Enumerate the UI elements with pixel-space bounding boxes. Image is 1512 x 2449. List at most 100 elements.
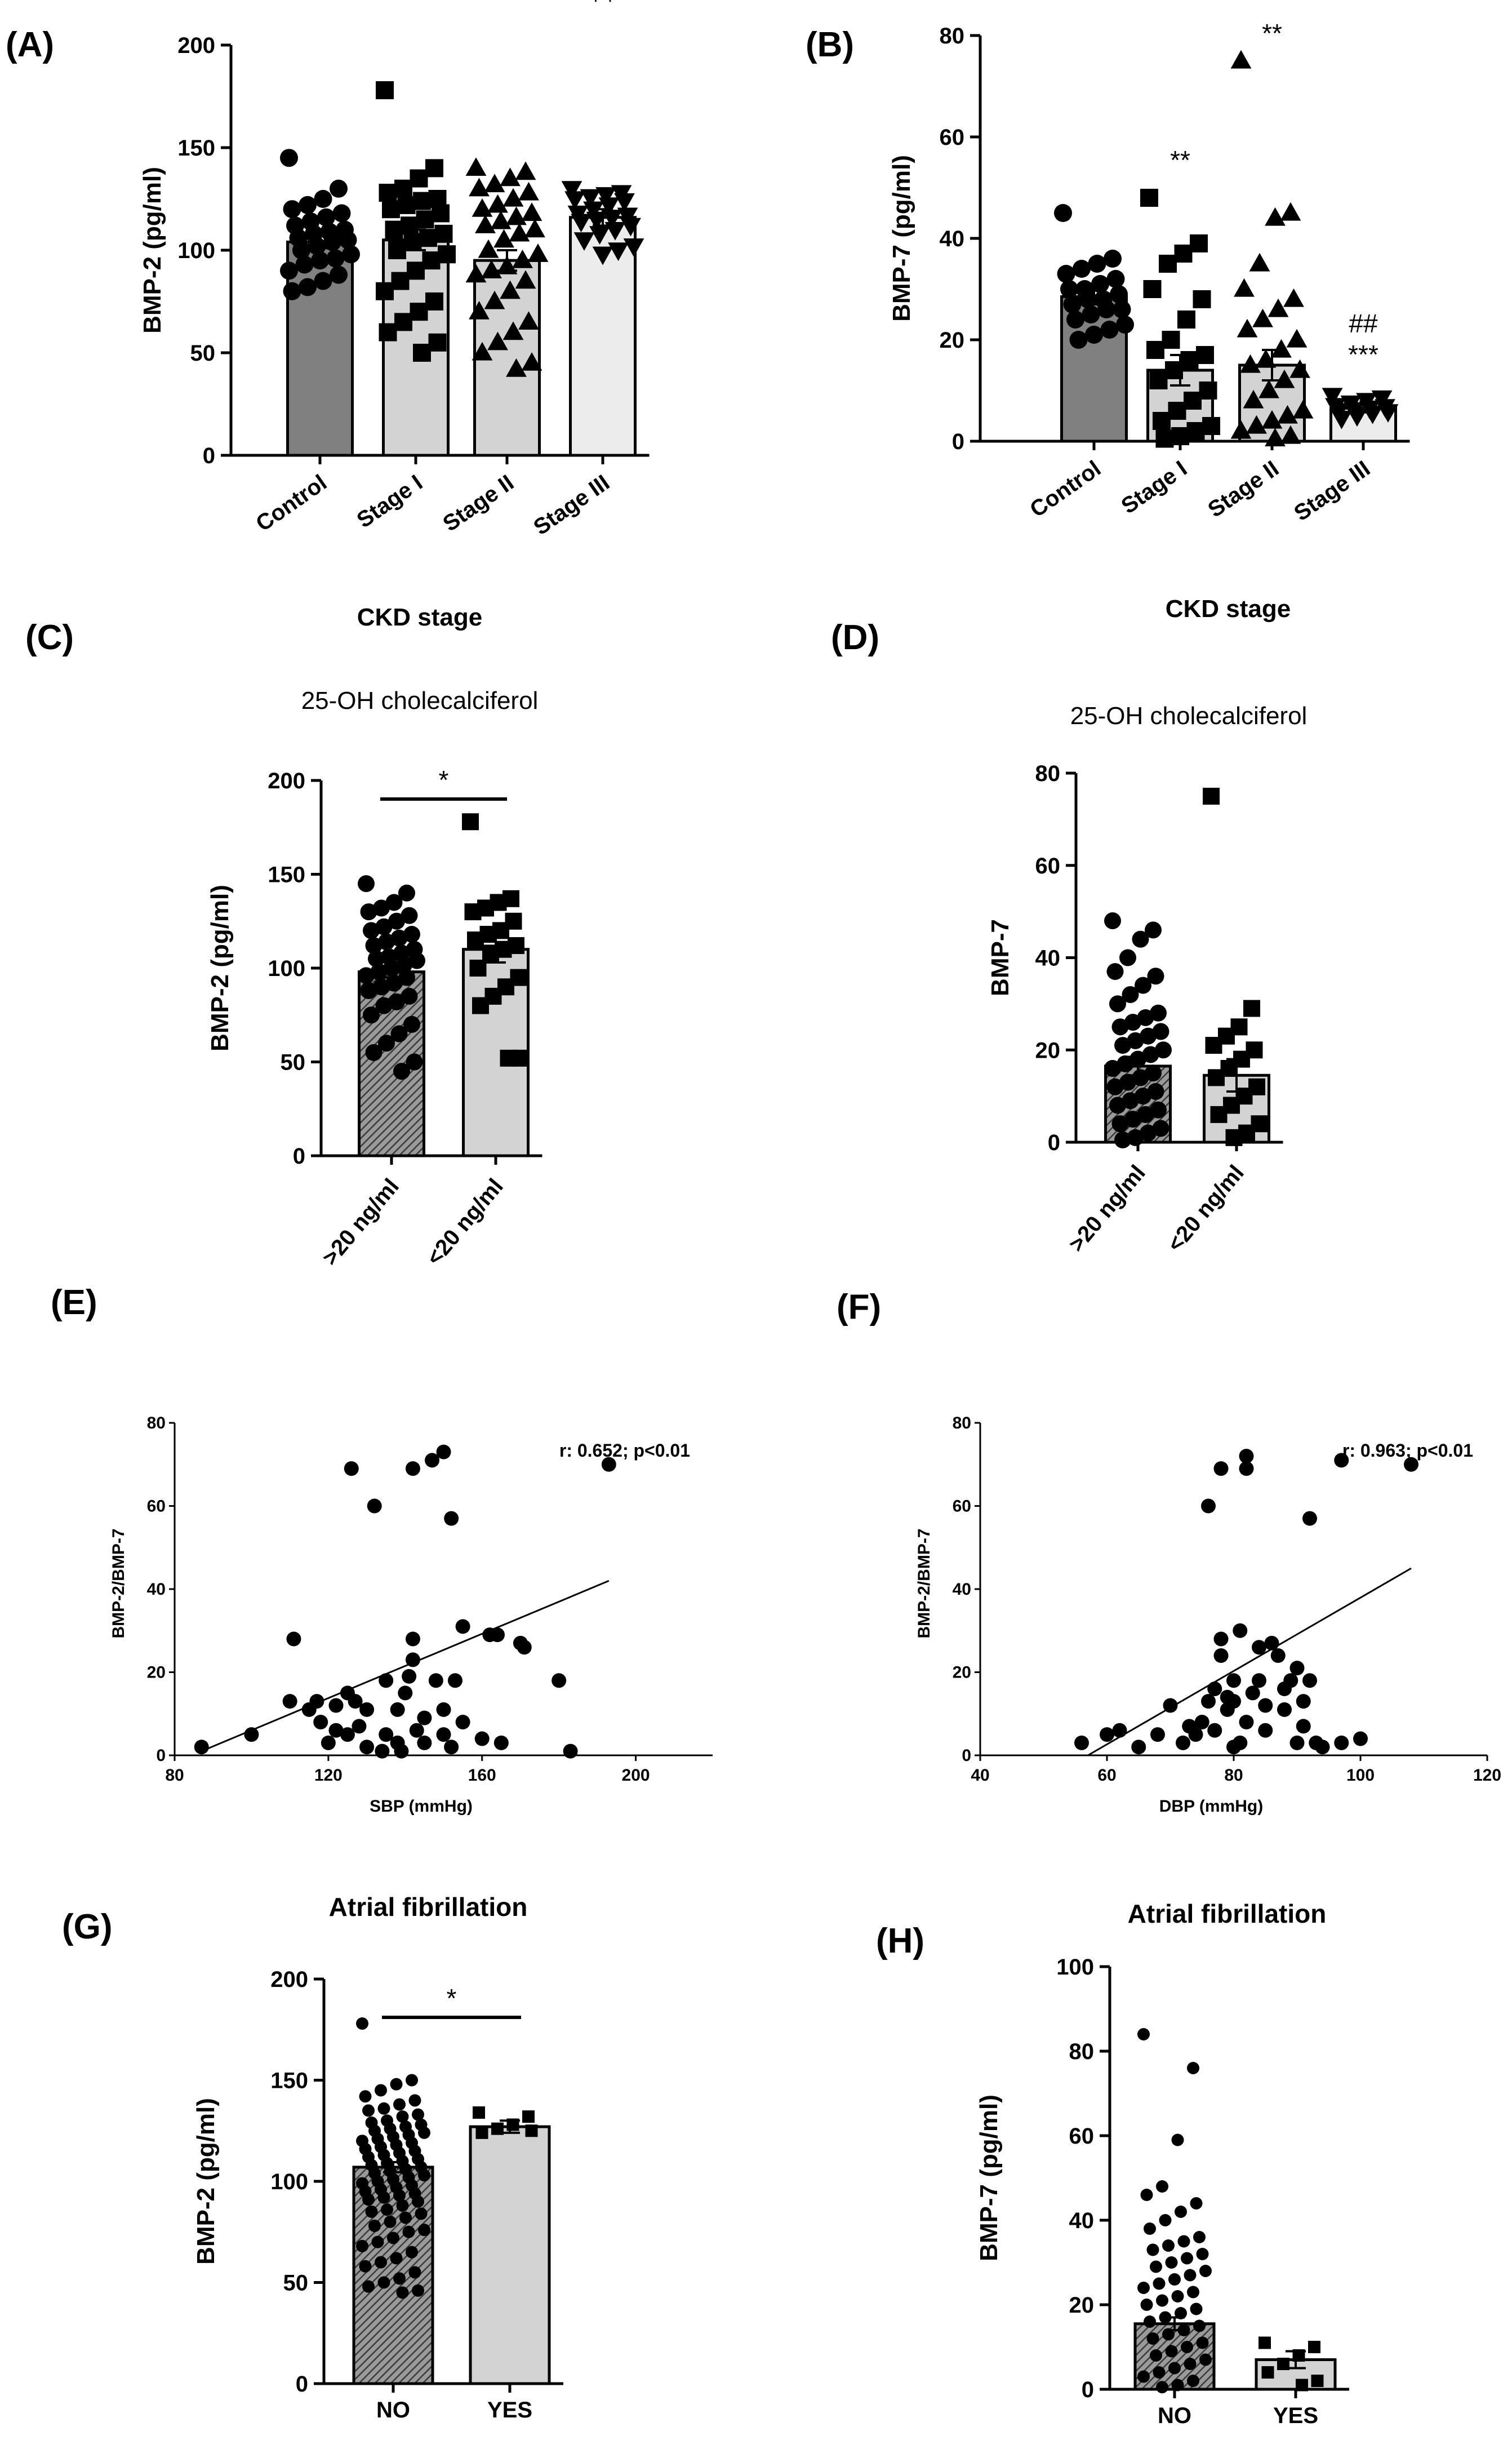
data-point xyxy=(614,193,635,212)
data-point xyxy=(1153,2277,1166,2290)
y-tick-label: 100 xyxy=(177,238,215,263)
data-point xyxy=(402,2225,415,2238)
data-point xyxy=(1074,1735,1089,1750)
data-point xyxy=(464,903,482,921)
data-point xyxy=(391,272,410,290)
data-point xyxy=(328,1698,344,1713)
data-point xyxy=(1168,402,1186,420)
x-tick-label: YES xyxy=(487,2398,532,2423)
x-axis-label: CKD stage xyxy=(1166,595,1291,623)
data-point xyxy=(1149,371,1168,389)
data-point xyxy=(1153,412,1171,430)
data-point xyxy=(330,179,348,198)
data-point xyxy=(379,1727,394,1742)
data-point xyxy=(493,1735,509,1750)
significance-label: ### xyxy=(581,0,625,6)
data-point xyxy=(1193,2319,1206,2332)
data-point xyxy=(1283,288,1304,307)
data-point xyxy=(580,189,601,208)
data-point xyxy=(413,344,431,362)
data-point xyxy=(299,278,317,296)
significance-label: *** xyxy=(1348,340,1378,369)
data-point xyxy=(500,1049,517,1067)
data-point xyxy=(573,232,595,251)
data-point xyxy=(378,933,395,951)
data-point xyxy=(194,1740,209,1755)
y-tick-label: 0 xyxy=(1048,1130,1060,1155)
data-point xyxy=(1146,2243,1159,2256)
data-point xyxy=(1230,420,1252,439)
data-point xyxy=(1168,2273,1181,2286)
data-point xyxy=(617,207,638,227)
y-tick-label: 100 xyxy=(270,2170,308,2194)
x-tick-label: NO xyxy=(376,2398,410,2423)
data-point xyxy=(321,1735,336,1750)
data-point xyxy=(1249,252,1270,272)
data-point xyxy=(359,2260,372,2273)
data-point xyxy=(1225,1129,1243,1146)
data-point xyxy=(425,1453,440,1468)
data-point xyxy=(493,229,514,248)
data-point xyxy=(1234,278,1255,297)
data-point xyxy=(465,157,487,176)
data-point xyxy=(552,1673,567,1688)
data-point xyxy=(359,2090,372,2103)
data-point xyxy=(342,245,360,264)
data-point xyxy=(1165,2345,1178,2358)
data-point xyxy=(323,233,341,251)
y-tick-label: 20 xyxy=(953,1663,971,1682)
data-point xyxy=(394,313,412,331)
data-point xyxy=(365,1044,383,1061)
y-tick-label: 60 xyxy=(940,125,965,150)
data-point xyxy=(1201,1694,1216,1709)
data-point xyxy=(390,1025,408,1042)
chart-h-bmp7-af: 0 20 40 60 80 100 NO YES BMP-7 (pg/ml) Atrial fib… xyxy=(975,1899,1349,2428)
data-point xyxy=(1127,1129,1144,1146)
y-tick-label: 0 xyxy=(156,1746,166,1765)
data-point xyxy=(1132,930,1149,948)
data-point xyxy=(1289,359,1310,378)
data-point xyxy=(502,188,524,207)
significance-label: ** xyxy=(1170,145,1190,175)
data-point xyxy=(620,218,641,237)
data-point xyxy=(1100,1727,1114,1742)
data-point xyxy=(1265,207,1286,226)
data-point xyxy=(375,2084,387,2097)
data-point xyxy=(1109,1097,1126,1114)
data-point xyxy=(377,2276,390,2289)
y-tick-label: 60 xyxy=(953,1497,971,1516)
y-tick-label: 20 xyxy=(147,1663,166,1682)
data-point xyxy=(385,894,403,911)
data-point xyxy=(393,1063,410,1080)
data-point xyxy=(608,242,629,261)
data-point xyxy=(406,1053,423,1071)
data-point xyxy=(1193,2231,1206,2243)
data-point xyxy=(381,2203,393,2216)
data-point xyxy=(330,265,348,284)
data-point xyxy=(1280,425,1301,444)
x-tick-label: 80 xyxy=(1224,1766,1243,1785)
data-point xyxy=(379,1673,394,1688)
data-point xyxy=(1122,986,1139,1003)
data-point xyxy=(412,2108,424,2121)
data-point xyxy=(1362,405,1383,424)
data-point xyxy=(360,903,377,921)
y-tick-label: 60 xyxy=(1069,2124,1095,2149)
chart-title: Atrial fibrillation xyxy=(329,1892,528,1922)
data-point xyxy=(1132,1069,1149,1086)
data-point xyxy=(328,1723,344,1738)
data-point xyxy=(1150,1101,1167,1119)
data-point xyxy=(363,922,380,939)
data-point xyxy=(1155,1041,1172,1059)
data-point xyxy=(1199,2265,1212,2277)
regression-line xyxy=(201,1580,610,1753)
data-point xyxy=(1137,2370,1150,2383)
data-point xyxy=(1187,2062,1199,2074)
data-point xyxy=(283,282,301,300)
y-tick-label: 0 xyxy=(952,429,964,454)
data-point xyxy=(1187,2375,1199,2387)
x-tick-label: Control xyxy=(1025,456,1105,522)
data-point xyxy=(1292,400,1314,419)
chart-f-dbp-scatter: 0 20 40 60 80 40 60 80 100 120 r: 0.963; p<0.01 DBP… xyxy=(915,1414,1501,1816)
data-point xyxy=(408,2094,421,2107)
